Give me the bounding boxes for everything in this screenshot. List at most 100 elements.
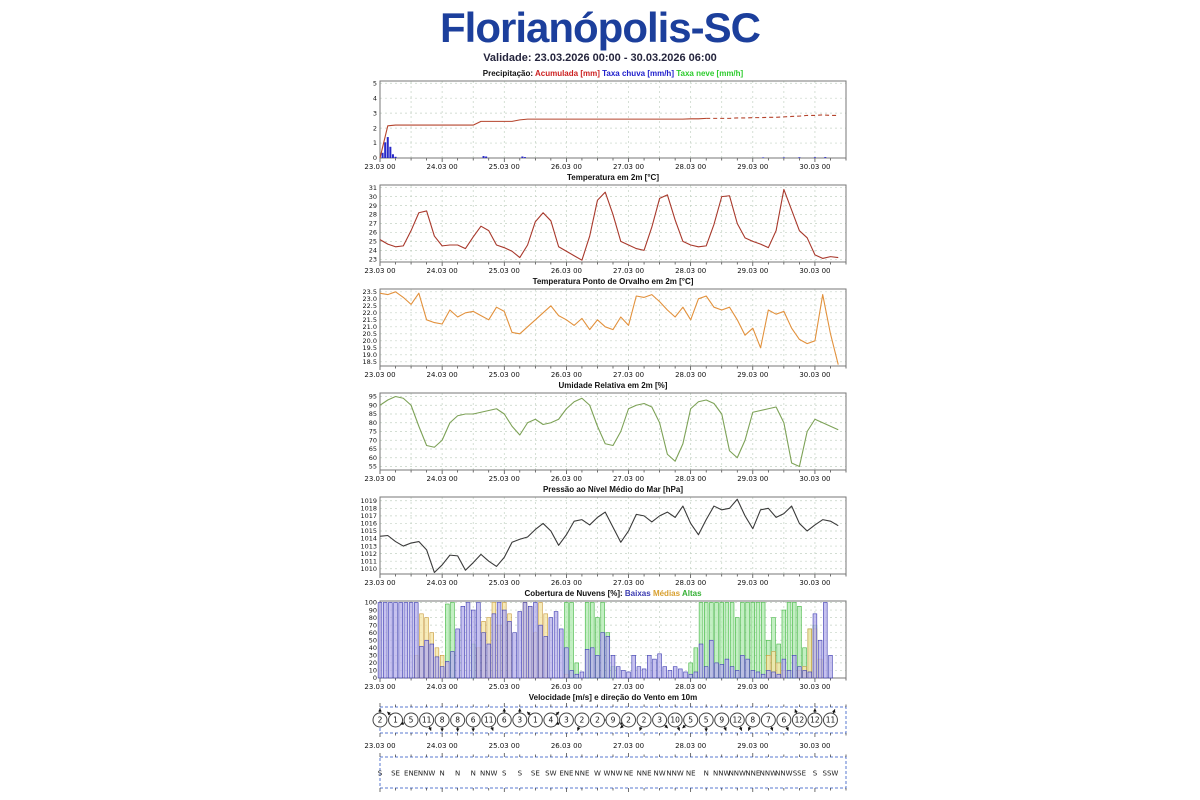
svg-text:1016: 1016	[360, 520, 377, 528]
svg-text:28.03 00: 28.03 00	[675, 475, 706, 483]
svg-text:28.03 00: 28.03 00	[675, 579, 706, 587]
svg-text:25.03 00: 25.03 00	[489, 267, 520, 275]
svg-text:27.03 00: 27.03 00	[613, 371, 644, 379]
svg-text:6: 6	[502, 716, 507, 725]
svg-text:3: 3	[564, 716, 569, 725]
svg-text:10: 10	[670, 716, 680, 725]
temperature-title: Temperatura em 2m [°C]	[567, 173, 659, 182]
svg-text:26.03 00: 26.03 00	[551, 475, 582, 483]
svg-text:27.03 00: 27.03 00	[613, 163, 644, 171]
svg-text:23.03 00: 23.03 00	[364, 267, 395, 275]
panel-cloud-cover: Cobertura de Nuvens [%]: Baixas Médias A…	[350, 588, 850, 692]
svg-text:26.03 00: 26.03 00	[551, 683, 582, 691]
legend-taxa-chuva: Taxa chuva [mm/h]	[602, 69, 674, 78]
svg-text:24: 24	[369, 247, 377, 255]
svg-text:28.03 00: 28.03 00	[675, 742, 706, 750]
svg-text:19.0: 19.0	[363, 351, 377, 359]
svg-text:29.03 00: 29.03 00	[737, 579, 768, 587]
svg-text:1: 1	[533, 716, 538, 725]
meteogram-column: Precipitação: Acumulada [mm] Taxa chuva …	[350, 68, 850, 793]
svg-text:1: 1	[373, 139, 377, 147]
svg-text:26: 26	[369, 229, 377, 237]
svg-text:ENE: ENE	[559, 770, 573, 778]
panel-precipitation: Precipitação: Acumulada [mm] Taxa chuva …	[350, 68, 850, 172]
legend-acumulada: Acumulada [mm]	[534, 69, 600, 78]
svg-text:NNE: NNE	[574, 770, 589, 778]
svg-text:28: 28	[369, 211, 377, 219]
svg-text:1017: 1017	[360, 512, 377, 520]
svg-text:NNE: NNE	[745, 770, 760, 778]
precipitation-chart: 0 1 2 3 4 5 23.03 00 24.03 00 25.03 00 26.03 00 27…	[364, 79, 847, 171]
pressure-title: Pressão ao Nível Médio do Mar [hPa]	[542, 485, 684, 494]
svg-text:12: 12	[810, 716, 820, 725]
svg-text:25.03 00: 25.03 00	[489, 742, 520, 750]
svg-text:NW: NW	[654, 770, 666, 778]
svg-text:1010: 1010	[360, 565, 377, 573]
svg-text:30.03 00: 30.03 00	[799, 742, 830, 750]
svg-text:1011: 1011	[360, 557, 377, 565]
svg-text:11: 11	[484, 716, 494, 725]
svg-text:3: 3	[517, 716, 522, 725]
svg-text:29.03 00: 29.03 00	[737, 163, 768, 171]
panel-wind: Velocidade [m/s] e direção do Vento em 1…	[350, 692, 850, 751]
svg-text:27: 27	[369, 220, 377, 228]
svg-text:23.03 00: 23.03 00	[364, 683, 395, 691]
svg-text:S: S	[813, 770, 818, 778]
svg-text:7: 7	[766, 716, 771, 725]
svg-text:60: 60	[369, 454, 377, 462]
svg-text:8: 8	[750, 716, 755, 725]
svg-text:1015: 1015	[360, 527, 377, 535]
legend-altas: Altas	[682, 589, 702, 598]
svg-text:S: S	[518, 770, 523, 778]
svg-text:ENE: ENE	[404, 770, 418, 778]
svg-text:25: 25	[369, 238, 377, 246]
svg-text:11: 11	[422, 716, 432, 725]
svg-text:NNW: NNW	[666, 770, 683, 778]
svg-text:20.5: 20.5	[363, 330, 377, 338]
svg-text:SE: SE	[391, 770, 400, 778]
svg-text:WNW: WNW	[603, 770, 622, 778]
svg-text:22.5: 22.5	[363, 302, 377, 310]
svg-text:5: 5	[688, 716, 693, 725]
svg-text:30.03 00: 30.03 00	[799, 683, 830, 691]
svg-text:28.03 00: 28.03 00	[675, 371, 706, 379]
svg-text:30.03 00: 30.03 00	[799, 267, 830, 275]
svg-text:23.03 00: 23.03 00	[364, 163, 395, 171]
wind-speed-row: 2 1 5 11 8 8 6 11 6 3 1 4 3 2 2 9 2 2 3 10 5 5 9 12 8 7 6 12 12 11 23.…	[364, 703, 847, 750]
svg-text:NNW: NNW	[480, 770, 497, 778]
svg-text:29: 29	[369, 202, 377, 210]
svg-text:8: 8	[440, 716, 445, 725]
svg-text:31: 31	[369, 184, 377, 192]
svg-text:5: 5	[409, 716, 414, 725]
svg-text:9: 9	[611, 716, 616, 725]
svg-text:2: 2	[595, 716, 600, 725]
svg-text:29.03 00: 29.03 00	[737, 267, 768, 275]
svg-text:SSE: SSE	[793, 770, 806, 778]
svg-text:1014: 1014	[360, 535, 377, 543]
svg-text:NE: NE	[686, 770, 696, 778]
svg-text:4: 4	[548, 716, 553, 725]
svg-text:26.03 00: 26.03 00	[551, 742, 582, 750]
svg-text:0: 0	[373, 674, 377, 682]
svg-text:NNW: NNW	[760, 770, 777, 778]
svg-text:30.03 00: 30.03 00	[799, 371, 830, 379]
svg-text:25.03 00: 25.03 00	[489, 683, 520, 691]
svg-text:28.03 00: 28.03 00	[675, 683, 706, 691]
svg-text:23.03 00: 23.03 00	[364, 475, 395, 483]
svg-text:5: 5	[373, 79, 377, 87]
svg-text:55: 55	[369, 463, 377, 471]
pressure-chart: 1010101110121013101410151016101710181019…	[360, 496, 847, 587]
svg-text:SSW: SSW	[823, 770, 839, 778]
svg-text:30: 30	[369, 652, 377, 660]
svg-text:12: 12	[795, 716, 805, 725]
dewpoint-chart: 18.519.019.520.020.521.021.522.022.523.0…	[363, 288, 847, 379]
svg-text:NNW: NNW	[713, 770, 730, 778]
svg-text:25.03 00: 25.03 00	[489, 163, 520, 171]
legend-taxa-neve: Taxa neve [mm/h]	[676, 69, 744, 78]
panel-pressure: Pressão ao Nível Médio do Mar [hPa] 1010…	[350, 484, 850, 588]
svg-text:21.0: 21.0	[363, 323, 377, 331]
legend-medias: Médias	[652, 589, 681, 598]
panel-temperature: Temperatura em 2m [°C] 23 24 25 26 27 28 29 30 3…	[350, 172, 850, 276]
